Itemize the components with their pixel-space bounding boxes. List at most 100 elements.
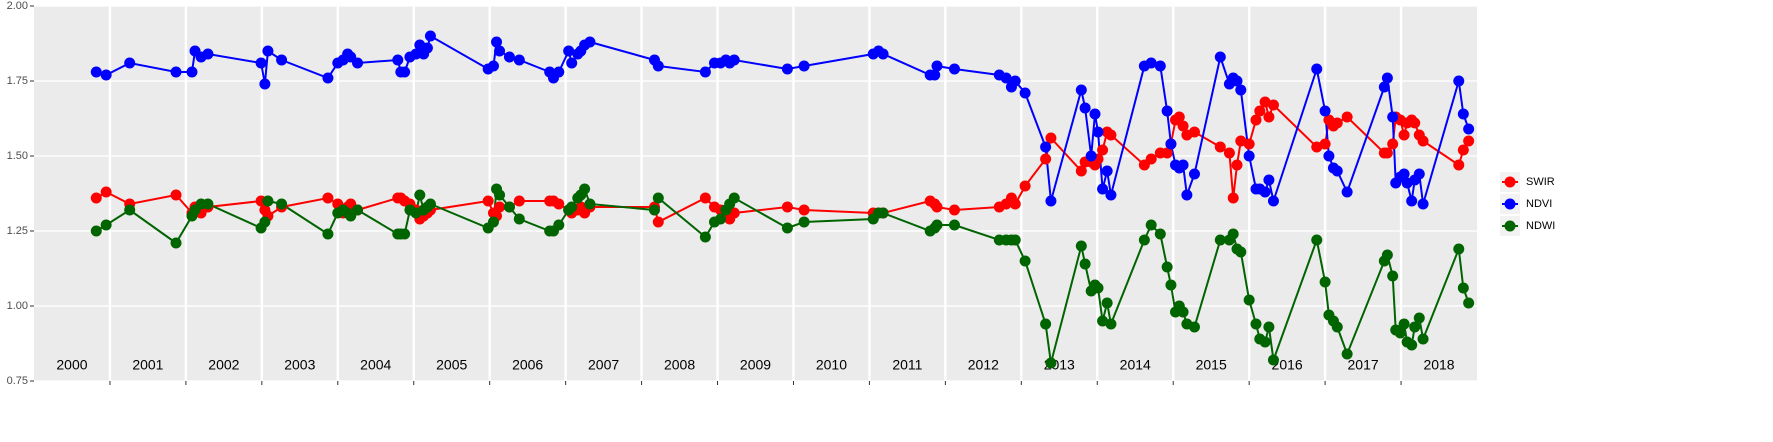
point [1045,132,1057,144]
point [1177,306,1189,318]
point [1235,135,1247,147]
point [410,48,422,60]
point [781,63,793,75]
point [482,195,494,207]
point [1453,75,1465,87]
point [1341,186,1353,198]
point [503,51,515,63]
point [1089,108,1101,120]
point [1097,144,1109,156]
point [255,57,267,69]
point [798,60,810,72]
x-tick-label: 2003 [284,357,315,373]
point [1075,240,1087,252]
point [781,222,793,234]
x-tick-label: 2008 [664,357,695,373]
point [1381,72,1393,84]
point [513,213,525,225]
point [781,201,793,213]
point [1331,117,1343,129]
point [931,201,943,213]
point [276,54,288,66]
point [1105,189,1117,201]
y-tick-label: 1.25 [7,225,28,237]
x-tick-label: 2001 [132,357,163,373]
point [728,207,740,219]
point [1105,318,1117,330]
point [1019,255,1031,267]
point [1227,192,1239,204]
point [491,36,503,48]
point [1235,246,1247,258]
point [1154,228,1166,240]
point [1319,276,1331,288]
y-tick-label: 1.00 [7,300,28,312]
point [1311,141,1323,153]
point [322,72,334,84]
point [124,204,136,216]
point [487,216,499,228]
point [202,48,214,60]
point [1341,111,1353,123]
x-tick-label: 2004 [360,357,391,373]
point [1243,294,1255,306]
point [1181,189,1193,201]
x-tick-label: 2011 [892,357,922,373]
point [1161,261,1173,273]
point [1331,165,1343,177]
point [124,57,136,69]
point [1406,195,1418,207]
point [648,204,660,216]
point [929,69,941,81]
point [1000,72,1012,84]
point [186,66,198,78]
point [1409,321,1421,333]
point [494,45,506,57]
y-tick-label: 1.50 [7,150,28,162]
point [1092,126,1104,138]
point [1040,153,1052,165]
point [1145,219,1157,231]
point [1097,183,1109,195]
x-tick-label: 2006 [512,357,543,373]
point [170,237,182,249]
point [1398,318,1410,330]
point [1075,165,1087,177]
point [1165,279,1177,291]
point [1381,249,1393,261]
x-tick-label: 2016 [1272,357,1303,373]
point [1263,174,1275,186]
point [652,60,664,72]
point [948,63,960,75]
point [566,201,578,213]
point [414,189,426,201]
point [1214,141,1226,153]
point [1075,84,1087,96]
point [1085,150,1097,162]
point [584,36,596,48]
point [1259,186,1271,198]
point [652,192,664,204]
point [1231,75,1243,87]
point [699,192,711,204]
point [1417,198,1429,210]
point [1381,147,1393,159]
point [513,195,525,207]
point [100,69,112,81]
point [262,45,274,57]
point [728,192,740,204]
point [798,204,810,216]
point [513,54,525,66]
point [503,201,515,213]
x-tick-label: 2014 [1120,357,1151,373]
point [1323,150,1335,162]
point [1045,195,1057,207]
point [1079,258,1091,270]
x-tick-label: 2017 [1348,357,1379,373]
point [877,48,889,60]
point [1188,126,1200,138]
point [1145,57,1157,69]
point [1214,234,1226,246]
point [1079,102,1091,114]
point [1009,198,1021,210]
